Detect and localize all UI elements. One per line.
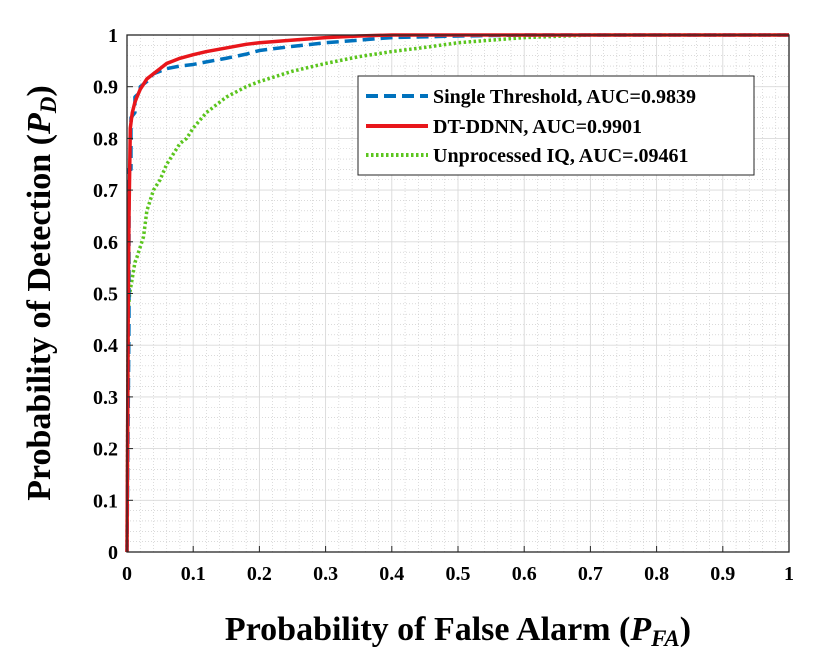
y-tick-label-0-5: 0.5 [93, 284, 118, 306]
x-tick-label-0: 0 [122, 563, 132, 585]
x-tick-label-0-7: 0.7 [578, 563, 603, 585]
x-tick-label-1: 1 [784, 563, 794, 585]
x-axis-label: Probability of False Alarm (PFA) [225, 611, 691, 651]
y-axis-label: Probability of Detection (PD) [21, 85, 61, 500]
x-tick-label-0-4: 0.4 [379, 563, 404, 585]
y-tick-label-0-1: 0.1 [93, 490, 118, 512]
x-axis-label-symbol: P [629, 611, 651, 648]
legend-entry-dt-ddnn: DT-DDNN, AUC=0.9901 [366, 116, 642, 138]
y-tick-label-0-6: 0.6 [93, 232, 118, 254]
y-tick-label-0: 0 [108, 542, 118, 564]
y-axis-label-symbol: P [21, 113, 58, 135]
y-axis-label-subscript: D [36, 96, 61, 114]
x-axis-label-close: ) [680, 611, 691, 648]
x-tick-label-0-9: 0.9 [710, 563, 735, 585]
y-tick-labels: 0 0.1 0.2 0.3 0.4 0.5 0.6 0.7 0.8 0.9 1 [93, 25, 118, 564]
series-line-unprocessed-iq [125, 33, 789, 553]
legend-entry-unprocessed-iq: Unprocessed IQ, AUC=.09461 [366, 145, 689, 167]
y-tick-label-0-2: 0.2 [93, 439, 118, 461]
legend: Single Threshold, AUC=0.9839 DT-DDNN, AU… [357, 75, 755, 176]
x-tick-label-0-3: 0.3 [313, 563, 338, 585]
legend-label-unprocessed-iq: Unprocessed IQ, AUC=.09461 [433, 145, 689, 167]
x-tick-label-0-6: 0.6 [512, 563, 537, 585]
x-tick-label-0-2: 0.2 [247, 563, 272, 585]
x-tick-label-0-5: 0.5 [446, 563, 471, 585]
legend-entry-single-threshold: Single Threshold, AUC=0.9839 [366, 86, 696, 108]
legend-label-single-threshold: Single Threshold, AUC=0.9839 [433, 86, 696, 108]
x-axis-label-subscript: FA [650, 626, 680, 651]
x-tick-labels: 0 0.1 0.2 0.3 0.4 0.5 0.6 0.7 0.8 0.9 1 [122, 563, 794, 585]
y-tick-label-1: 1 [108, 25, 118, 47]
y-tick-label-0-4: 0.4 [93, 335, 118, 357]
tick-marks [126, 34, 790, 553]
y-tick-label-0-7: 0.7 [93, 180, 118, 202]
x-tick-label-0-8: 0.8 [644, 563, 669, 585]
x-tick-label-0-1: 0.1 [181, 563, 206, 585]
y-tick-label-0-9: 0.9 [93, 77, 118, 99]
y-tick-label-0-3: 0.3 [93, 387, 118, 409]
y-axis-label-close: ) [21, 85, 58, 96]
y-tick-label-0-8: 0.8 [93, 128, 118, 150]
legend-label-dt-ddnn: DT-DDNN, AUC=0.9901 [433, 116, 642, 138]
